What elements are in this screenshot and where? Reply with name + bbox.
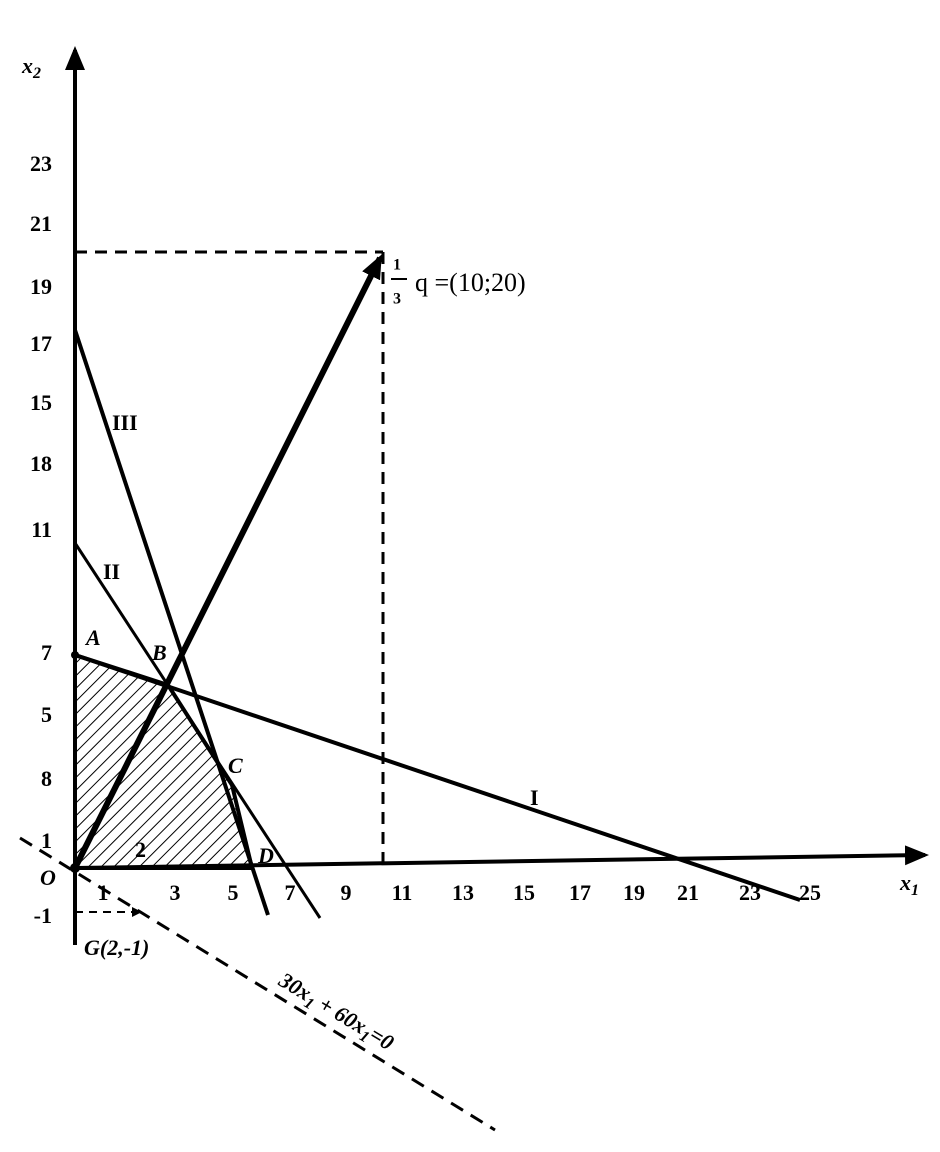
x-tick-label: 5 [228, 880, 239, 905]
point-label: D [257, 843, 274, 868]
y-tick-label: 8 [41, 766, 52, 791]
y-tick-label: 17 [30, 331, 52, 356]
objective-line [19, 836, 496, 1132]
x-tick-label: 11 [392, 880, 413, 905]
line-label: I [530, 785, 539, 810]
y-tick-label: -1 [34, 903, 52, 928]
origin-point [70, 863, 80, 873]
objective-label: 30x1 + 60x1=0 [272, 967, 398, 1059]
line-label: III [112, 410, 138, 435]
y-tick-label: 1 [41, 828, 52, 853]
y-tick-label: 23 [30, 151, 52, 176]
x-tick-label: 21 [677, 880, 699, 905]
x-axis-label: x1 [899, 870, 919, 899]
gradient-vector [72, 254, 383, 870]
line-label: II [103, 559, 120, 584]
x-tick-label: 15 [513, 880, 535, 905]
y-tick-label: 7 [41, 640, 52, 665]
vector-label: q =(10;20) [415, 268, 526, 297]
x-tick-label: 7 [285, 880, 296, 905]
y-tick-label: 18 [30, 451, 52, 476]
point-label: A [84, 625, 101, 650]
point-label: 2 [135, 837, 146, 862]
origin-label: O [40, 865, 56, 890]
point-label: C [228, 753, 243, 778]
y-tick-label: 5 [41, 702, 52, 727]
x-tick-label: 17 [569, 880, 591, 905]
point-label: B [151, 640, 167, 665]
point-label: G(2,-1) [84, 935, 149, 960]
x-tick-label: 1 [98, 880, 109, 905]
line-ii [73, 542, 322, 919]
x-tick-label: 25 [799, 880, 821, 905]
y-tick-label: 19 [30, 274, 52, 299]
x-tick-label: 13 [452, 880, 474, 905]
x-tick-label: 19 [623, 880, 645, 905]
x-tick-label: 3 [170, 880, 181, 905]
line-iii [73, 329, 270, 916]
y-axis-label: x2 [21, 53, 41, 82]
y-tick-label: 21 [30, 211, 52, 236]
x-axis [74, 845, 929, 870]
vector-label: 3 [393, 291, 401, 308]
x-tick-label: 23 [739, 880, 761, 905]
point-a [71, 651, 79, 659]
vector-label: 1 [393, 257, 401, 274]
y-tick-label: 15 [30, 390, 52, 415]
y-tick-label: 11 [31, 517, 52, 542]
x-tick-label: 9 [341, 880, 352, 905]
